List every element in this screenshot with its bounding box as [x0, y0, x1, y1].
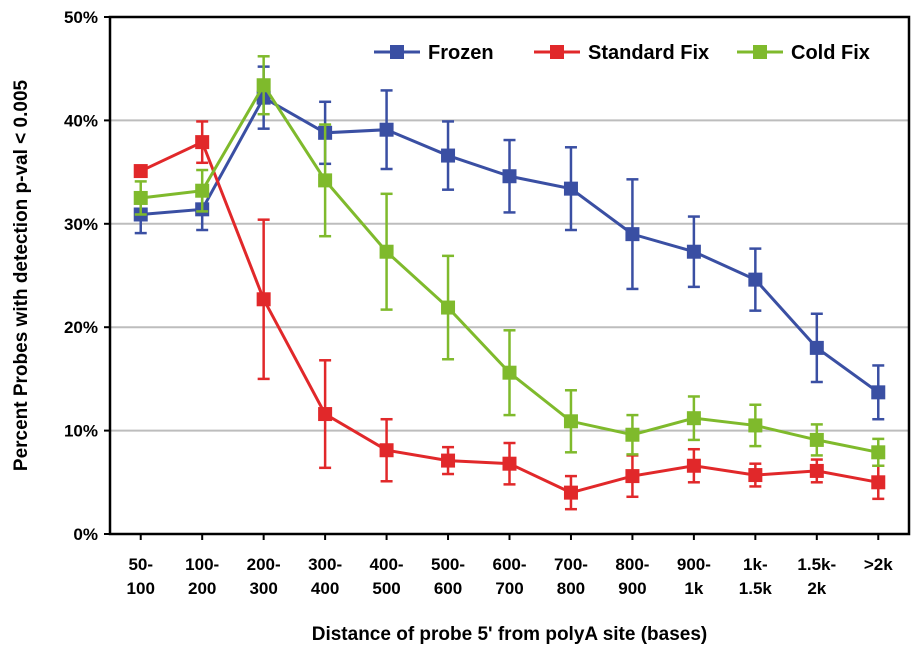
data-point	[686, 411, 701, 426]
data-point	[441, 148, 456, 163]
data-point	[379, 122, 394, 137]
x-tick-label-line: 600-	[492, 555, 526, 574]
x-tick-label: 800- 900	[615, 555, 649, 598]
y-tick-label: 10%	[64, 422, 98, 441]
y-tick-label: 40%	[64, 111, 98, 130]
y-tick-label: 0%	[73, 525, 98, 544]
y-axis-title: Percent Probes with detection p-val < 0.…	[11, 79, 32, 471]
x-tick-label: 600- 700	[492, 555, 526, 598]
data-point	[625, 427, 640, 442]
x-axis-title: Distance of probe 5' from polyA site (ba…	[312, 624, 708, 645]
data-point	[256, 78, 271, 93]
data-point	[686, 244, 701, 259]
y-tick-label: 50%	[64, 8, 98, 27]
y-tick-label: 20%	[64, 318, 98, 337]
x-tick-label-line: 400	[311, 579, 339, 598]
data-point	[871, 475, 886, 490]
x-tick-label: 1k- 1.5k	[739, 555, 773, 598]
legend-marker	[550, 45, 564, 59]
x-tick-label-line: 50-	[128, 555, 153, 574]
x-tick-label-line: 200	[188, 579, 216, 598]
legend-item: Standard Fix	[534, 42, 709, 64]
data-point	[871, 445, 886, 460]
x-tick-label: 500- 600	[431, 555, 465, 598]
x-tick-label-line: 500-	[431, 555, 465, 574]
data-point	[625, 227, 640, 242]
axes: 0%10%20%30%40%50%50-100100-200200-300300…	[64, 8, 911, 598]
x-tick-label-line: 900-	[677, 555, 711, 574]
x-tick-label: 900- 1k	[677, 555, 711, 598]
data-point	[686, 458, 701, 473]
data-point	[563, 181, 578, 196]
x-tick-label-line: 900	[618, 579, 646, 598]
data-point	[748, 468, 763, 483]
data-point	[502, 365, 517, 380]
x-tick-label: 200- 300	[247, 555, 281, 598]
x-tick-label: 700- 800	[554, 555, 588, 598]
x-tick-label-line: 700	[495, 579, 523, 598]
data-point	[809, 432, 824, 447]
legend: Frozen Standard Fix Cold Fix	[374, 42, 870, 64]
legend-label: Cold Fix	[791, 42, 870, 64]
x-tick-label-line: 1.5k-	[797, 555, 836, 574]
legend-marker	[753, 45, 767, 59]
x-tick-label-line: 100	[127, 579, 155, 598]
data-point	[318, 407, 333, 422]
legend-label: Standard Fix	[588, 42, 709, 64]
data-point	[133, 164, 148, 179]
data-point	[563, 485, 578, 500]
data-point	[195, 183, 210, 198]
x-tick-label-line: 300	[249, 579, 277, 598]
data-point	[133, 190, 148, 205]
x-tick-label-line: 600	[434, 579, 462, 598]
series-standard-fix	[133, 120, 886, 511]
legend-label: Frozen	[428, 42, 494, 64]
x-tick-label: 1.5k- 2k	[797, 555, 836, 598]
data-point	[441, 300, 456, 315]
x-tick-label: 300- 400	[308, 555, 342, 598]
data-point	[809, 463, 824, 478]
data-point	[195, 135, 210, 150]
x-tick-label-line: 700-	[554, 555, 588, 574]
data-point	[379, 244, 394, 259]
data-point	[625, 469, 640, 484]
data-point	[563, 414, 578, 429]
x-tick-label-line: 400-	[370, 555, 404, 574]
data-point	[748, 418, 763, 433]
series-cold-fix	[133, 55, 886, 468]
x-tick-label-line: >2k	[864, 555, 893, 574]
data-point	[502, 456, 517, 471]
data-point	[256, 292, 271, 307]
x-tick-label: >2k	[864, 555, 893, 574]
x-tick-label-line: 800-	[615, 555, 649, 574]
x-tick-label-line: 1k-	[743, 555, 768, 574]
data-point	[871, 385, 886, 400]
legend-item: Cold Fix	[737, 42, 870, 64]
x-tick-label-line: 1k	[684, 579, 703, 598]
x-tick-label-line: 100-	[185, 555, 219, 574]
data-point	[379, 443, 394, 458]
x-tick-label-line: 1.5k	[739, 579, 773, 598]
x-tick-label-line: 2k	[807, 579, 826, 598]
series-group	[133, 55, 886, 511]
data-point	[748, 272, 763, 287]
y-tick-label: 30%	[64, 215, 98, 234]
x-tick-label-line: 200-	[247, 555, 281, 574]
x-tick-label-line: 300-	[308, 555, 342, 574]
legend-marker	[390, 45, 404, 59]
legend-item: Frozen	[374, 42, 494, 64]
data-point	[318, 173, 333, 188]
x-tick-label-line: 500	[372, 579, 400, 598]
data-point	[502, 169, 517, 184]
x-tick-label-line: 800	[557, 579, 585, 598]
x-tick-label: 50-100	[127, 555, 155, 598]
x-tick-label: 100- 200	[185, 555, 219, 598]
data-point	[809, 340, 824, 355]
x-tick-label: 400- 500	[370, 555, 404, 598]
data-point	[441, 453, 456, 468]
